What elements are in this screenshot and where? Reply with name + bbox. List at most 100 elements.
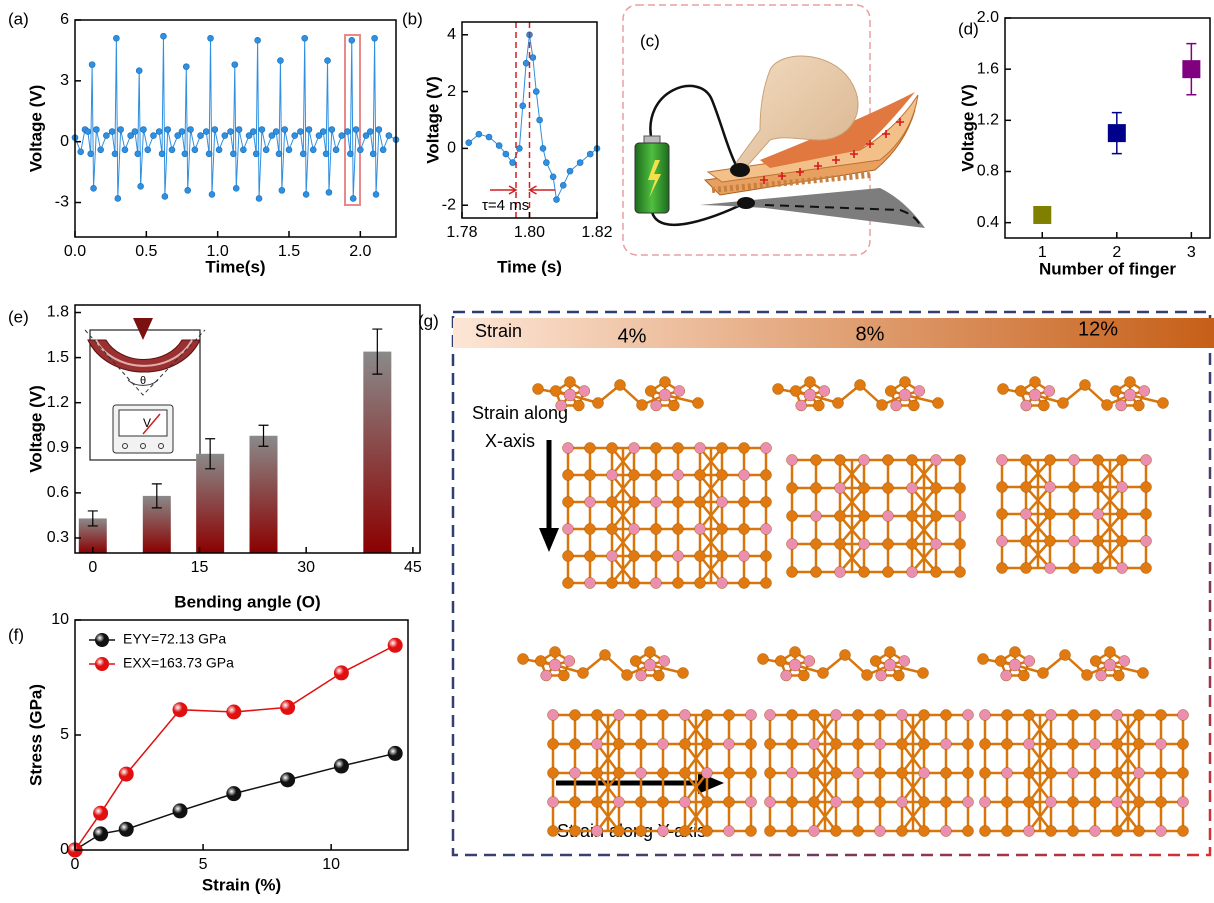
atom xyxy=(761,524,772,535)
panel-label: (b) xyxy=(402,9,423,28)
atom xyxy=(746,826,757,837)
atom xyxy=(651,551,662,562)
atom xyxy=(1021,509,1032,520)
atom xyxy=(673,524,684,535)
atom xyxy=(1069,536,1080,547)
atom xyxy=(1113,670,1124,681)
atom xyxy=(980,739,991,750)
atom xyxy=(1134,797,1145,808)
atom xyxy=(570,739,581,750)
atom xyxy=(1112,797,1123,808)
atom xyxy=(831,710,842,721)
data-point xyxy=(372,35,378,41)
strain-header: Strain xyxy=(475,321,522,341)
data-point xyxy=(282,127,288,133)
data-point xyxy=(162,193,168,199)
legend-label: EYY=72.13 GPa xyxy=(123,631,226,647)
atom xyxy=(790,647,801,658)
atom xyxy=(1024,739,1035,750)
data-point xyxy=(259,127,265,133)
data-point xyxy=(333,147,339,153)
data-point xyxy=(280,772,295,787)
atom xyxy=(651,578,662,589)
y-tick-label: 0 xyxy=(60,133,69,150)
atom xyxy=(1141,563,1152,574)
atom xyxy=(673,551,684,562)
atom xyxy=(717,551,728,562)
atom xyxy=(673,578,684,589)
atom xyxy=(775,655,786,666)
atom xyxy=(570,797,581,808)
atom xyxy=(1068,710,1079,721)
atom xyxy=(1021,536,1032,547)
data-point xyxy=(577,160,583,166)
atom xyxy=(541,670,552,681)
atom xyxy=(702,826,713,837)
atom xyxy=(883,567,894,578)
atom xyxy=(931,567,942,578)
atom xyxy=(884,659,896,671)
atom xyxy=(840,650,851,661)
atom xyxy=(578,668,589,679)
data-point xyxy=(112,151,118,157)
atom xyxy=(548,797,559,808)
atom xyxy=(809,739,820,750)
data-point xyxy=(370,151,376,157)
atom xyxy=(1046,710,1057,721)
y-tick-label: 1.5 xyxy=(47,349,69,366)
atom xyxy=(787,710,798,721)
atom xyxy=(680,710,691,721)
data-point xyxy=(226,786,241,801)
data-point xyxy=(119,767,134,782)
atom xyxy=(1045,455,1056,466)
atom xyxy=(765,797,776,808)
atom xyxy=(607,578,618,589)
atom xyxy=(651,497,662,508)
atom xyxy=(883,539,894,550)
data-point xyxy=(122,147,128,153)
atom xyxy=(1010,647,1021,658)
atom xyxy=(592,739,603,750)
atom xyxy=(955,511,966,522)
atom xyxy=(955,539,966,550)
data-point xyxy=(386,133,392,139)
atom xyxy=(1069,563,1080,574)
atom xyxy=(585,524,596,535)
atom xyxy=(1024,710,1035,721)
atom xyxy=(645,647,656,658)
y-tick-label: -2 xyxy=(442,196,456,213)
atom xyxy=(995,655,1006,666)
y-tick-label: 1.2 xyxy=(977,112,999,129)
atom xyxy=(853,768,864,779)
y-tick-label: 2.0 xyxy=(977,9,999,26)
data-point xyxy=(173,803,188,818)
atom xyxy=(919,826,930,837)
atom xyxy=(592,710,603,721)
data-point xyxy=(135,151,141,157)
data-point xyxy=(233,185,239,191)
atom xyxy=(607,497,618,508)
x-tick-label: 10 xyxy=(322,856,340,873)
atom xyxy=(811,567,822,578)
atom xyxy=(931,511,942,522)
atom xyxy=(558,670,569,681)
atom xyxy=(585,443,596,454)
x-tick-label: 45 xyxy=(404,559,422,576)
data-point xyxy=(98,147,104,153)
inset-label: V xyxy=(143,416,151,430)
atom xyxy=(980,710,991,721)
data-point xyxy=(208,35,214,41)
atom xyxy=(630,655,641,666)
atom xyxy=(585,470,596,481)
atom xyxy=(1093,563,1104,574)
data-point xyxy=(273,129,279,135)
atom xyxy=(980,826,991,837)
data-point xyxy=(334,759,349,774)
atom xyxy=(809,768,820,779)
data-point xyxy=(486,134,492,140)
panel-label: (f) xyxy=(8,625,24,644)
data-point xyxy=(320,129,326,135)
atom xyxy=(622,670,633,681)
atom xyxy=(885,647,896,658)
atom xyxy=(658,710,669,721)
